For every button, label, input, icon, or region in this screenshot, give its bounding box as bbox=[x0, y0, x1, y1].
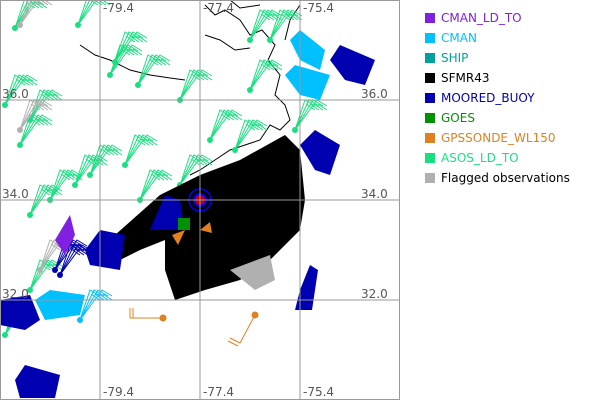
moored-buoy-cluster-ne bbox=[330, 45, 375, 85]
wind-barb-map: -79.4 -77.4 -75.4 -79.4 -77.4 -75.4 36.0… bbox=[0, 0, 400, 400]
gpssonde-barb-2 bbox=[227, 311, 259, 347]
legend-item: MOORED_BUOY bbox=[425, 88, 570, 108]
wind-barb bbox=[122, 134, 158, 168]
left-lat-label: 34.0 bbox=[2, 187, 29, 201]
top-lon-label: -77.4 bbox=[203, 1, 234, 15]
wind-barb bbox=[267, 9, 303, 43]
legend-item: Flagged observations bbox=[425, 168, 570, 188]
legend-item: SFMR43 bbox=[425, 68, 570, 88]
moored-buoy-cluster-bottom bbox=[15, 365, 60, 398]
legend-label: CMAN_LD_TO bbox=[441, 11, 522, 25]
legend-swatch bbox=[425, 53, 435, 63]
wind-barb bbox=[72, 154, 108, 188]
moored-buoy-cluster-sw bbox=[0, 295, 40, 330]
right-lat-label: 36.0 bbox=[361, 87, 388, 101]
legend-label: SFMR43 bbox=[441, 71, 490, 85]
left-lat-label: 32.0 bbox=[2, 287, 29, 301]
top-lon-label: -75.4 bbox=[303, 1, 334, 15]
observation-clusters bbox=[0, 30, 375, 398]
legend-item: GOES bbox=[425, 108, 570, 128]
legend-label: GOES bbox=[441, 111, 475, 125]
right-lat-label: 32.0 bbox=[361, 287, 388, 301]
legend-swatch bbox=[425, 73, 435, 83]
legend-item: GPSSONDE_WL150 bbox=[425, 128, 570, 148]
cman-cluster-sw bbox=[35, 290, 85, 320]
legend-label: ASOS_LD_TO bbox=[441, 151, 519, 165]
top-lon-label: -79.4 bbox=[103, 1, 134, 15]
flagged-cluster bbox=[230, 255, 275, 290]
wind-barb bbox=[207, 109, 243, 143]
legend-swatch bbox=[425, 153, 435, 163]
wind-barb bbox=[135, 54, 171, 88]
gpssonde-marker-2 bbox=[200, 222, 212, 233]
legend-swatch bbox=[425, 113, 435, 123]
wind-barb bbox=[107, 44, 143, 78]
lat-lon-grid bbox=[0, 0, 400, 400]
wind-barb bbox=[17, 0, 53, 28]
left-lat-label: 36.0 bbox=[2, 87, 29, 101]
wind-barb bbox=[292, 99, 328, 133]
wind-barb bbox=[52, 239, 88, 273]
legend-item: CMAN bbox=[425, 28, 570, 48]
legend: CMAN_LD_TO CMAN SHIP SFMR43 MOORED_BUOY … bbox=[425, 8, 570, 188]
legend-swatch bbox=[425, 93, 435, 103]
legend-label: CMAN bbox=[441, 31, 477, 45]
goes-marker bbox=[178, 218, 190, 230]
cman-cluster-e bbox=[285, 65, 330, 100]
legend-item: SHIP bbox=[425, 48, 570, 68]
cman-cluster-ne bbox=[290, 30, 325, 70]
sfmr43-track-cluster bbox=[110, 135, 305, 300]
legend-swatch bbox=[425, 33, 435, 43]
legend-item: ASOS_LD_TO bbox=[425, 148, 570, 168]
wind-barb bbox=[177, 69, 213, 103]
right-lat-label: 34.0 bbox=[361, 187, 388, 201]
legend-label: Flagged observations bbox=[441, 171, 570, 185]
gpssonde-marker bbox=[172, 230, 185, 245]
cman-ld-to-cluster bbox=[55, 215, 75, 255]
gpssonde-barb-1 bbox=[129, 308, 167, 322]
legend-label: GPSSONDE_WL150 bbox=[441, 131, 556, 145]
wind-barbs-layer bbox=[2, 0, 328, 338]
wind-barb bbox=[47, 169, 83, 203]
moored-buoy-cluster-e bbox=[300, 130, 340, 175]
moored-buoy-cluster-center bbox=[150, 195, 185, 230]
moored-buoy-cluster-left bbox=[85, 230, 125, 270]
bottom-lon-label: -79.4 bbox=[103, 385, 134, 399]
legend-label: MOORED_BUOY bbox=[441, 91, 535, 105]
grid-labels: -79.4 -77.4 -75.4 -79.4 -77.4 -75.4 36.0… bbox=[2, 1, 388, 399]
legend-swatch bbox=[425, 173, 435, 183]
legend-item: CMAN_LD_TO bbox=[425, 8, 570, 28]
legend-label: SHIP bbox=[441, 51, 469, 65]
wind-barb bbox=[232, 119, 268, 153]
wind-barb bbox=[17, 114, 53, 148]
wind-barb bbox=[247, 59, 283, 93]
bottom-lon-label: -75.4 bbox=[303, 385, 334, 399]
bottom-lon-label: -77.4 bbox=[203, 385, 234, 399]
legend-swatch bbox=[425, 133, 435, 143]
wind-barb bbox=[17, 99, 53, 133]
moored-buoy-cluster-se bbox=[295, 265, 318, 310]
legend-swatch bbox=[425, 13, 435, 23]
wind-barb bbox=[2, 74, 38, 108]
wind-barb bbox=[137, 169, 173, 203]
